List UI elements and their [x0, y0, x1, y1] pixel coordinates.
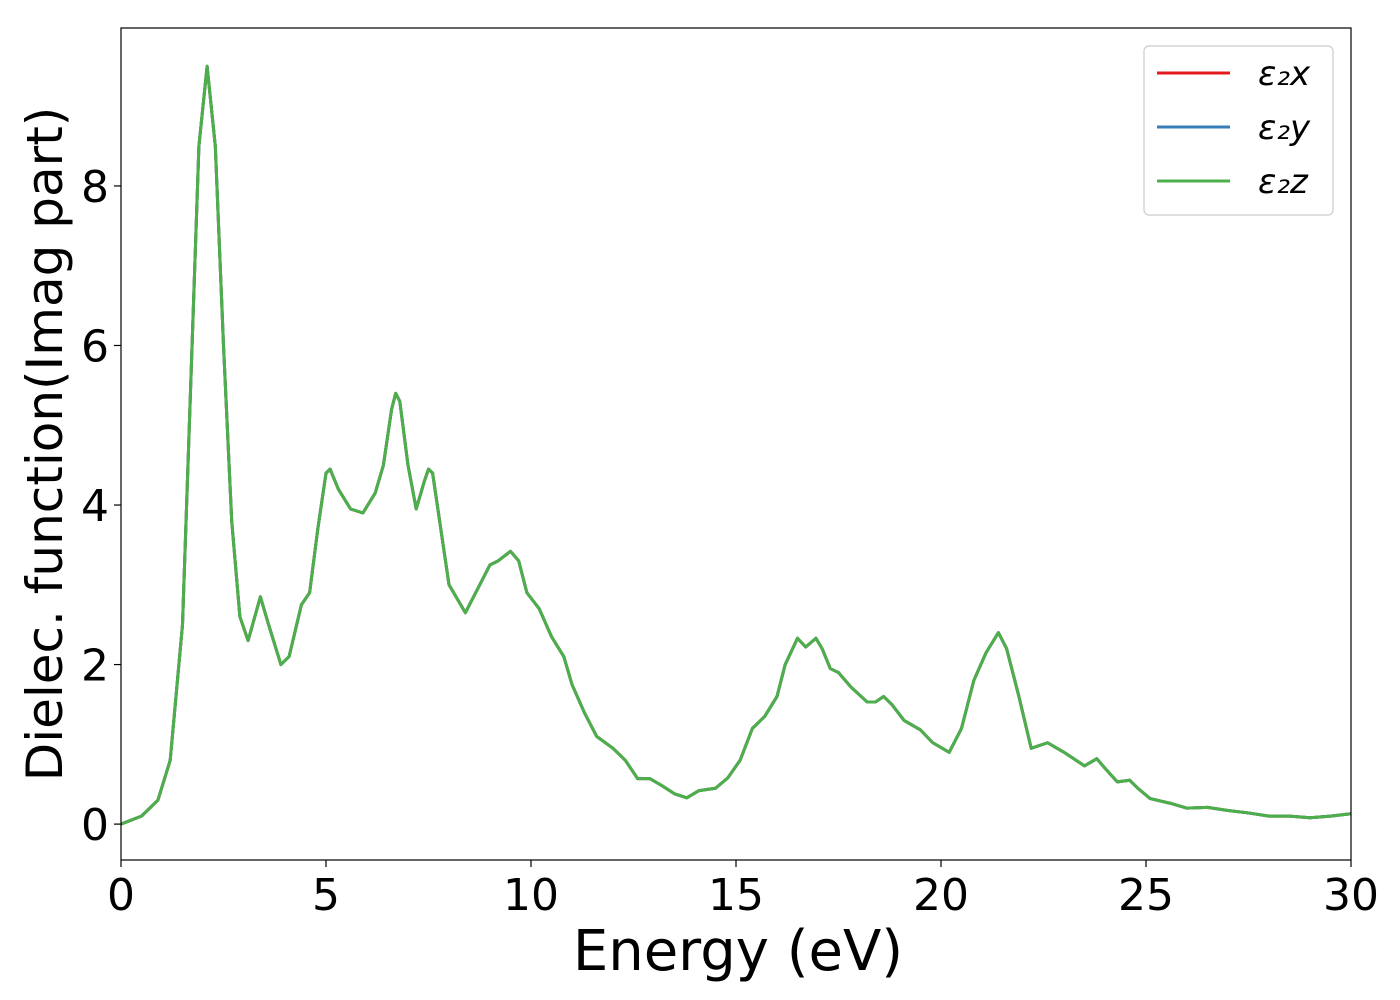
x-axis-label: Energy (eV)	[573, 919, 903, 984]
x-tick-label: 20	[913, 870, 969, 921]
data-line	[121, 64, 1351, 826]
y-axis-label: Dielec. function(Imag part)	[16, 107, 74, 782]
x-tick-label: 30	[1323, 870, 1379, 921]
y-tick-label: 6	[81, 321, 109, 372]
legend-label: ε₂x	[1258, 54, 1311, 94]
legend-label: ε₂z	[1258, 162, 1309, 202]
x-tick-label: 0	[107, 870, 135, 921]
x-tick-label: 10	[503, 870, 559, 921]
legend-box	[1143, 45, 1334, 216]
x-tick-label: 15	[708, 870, 764, 921]
y-tick-label: 2	[81, 641, 109, 692]
y-tick-label: 4	[81, 481, 109, 532]
y-tick-label: 0	[81, 800, 109, 851]
x-tick-label: 5	[312, 870, 340, 921]
x-tick-label: 25	[1118, 870, 1174, 921]
legend-label: ε₂y	[1258, 108, 1311, 148]
plot-frame	[120, 27, 1352, 861]
y-tick-label: 8	[81, 162, 109, 213]
